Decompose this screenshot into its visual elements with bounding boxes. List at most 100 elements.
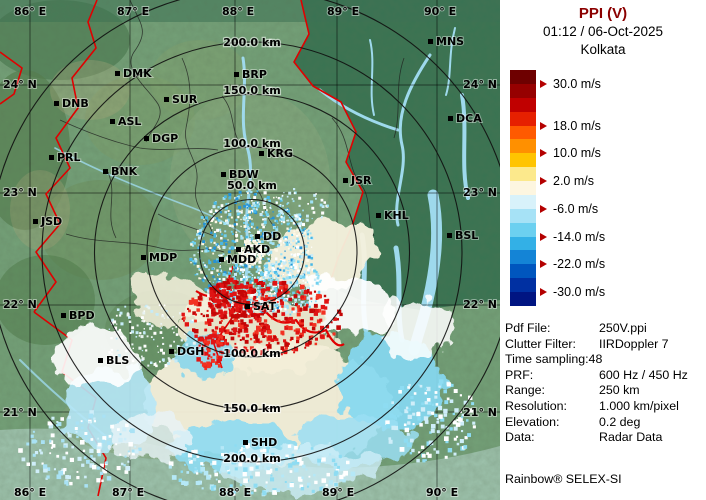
colorbar-band — [510, 97, 536, 112]
radar-echo-blob — [53, 326, 137, 390]
radar-info-table: Pdf File: 250V.ppi Clutter Filter: IIRDo… — [505, 321, 704, 446]
colorbar-arrow-icon — [540, 149, 547, 158]
range-ring — [198, 198, 306, 306]
map-labels: 86° E 87° E 88° E 89° E 90° E 86° E 87° E 88° E… — [2, 4, 498, 500]
station-label: SAT — [253, 300, 277, 313]
info-value: 250V.ppi — [599, 321, 647, 335]
colorbar-tick: -22.0 m/s — [540, 256, 605, 272]
station-label: DCA — [456, 112, 482, 125]
colorbar-tick: 30.0 m/s — [540, 76, 601, 92]
colorbar-tick: 18.0 m/s — [540, 118, 601, 134]
station-label: BNK — [111, 165, 138, 178]
colorbar-arrow-icon — [540, 288, 547, 297]
info-label: Data: — [505, 430, 535, 445]
colorbar-tick: -6.0 m/s — [540, 201, 598, 217]
panel-title: PPI (V) — [578, 5, 628, 22]
info-row: Resolution: 1.000 km/pixel — [505, 399, 704, 415]
station-label: DNB — [62, 97, 89, 110]
colorbar-band — [510, 167, 536, 181]
station-label: SHD — [251, 436, 277, 449]
station-marker — [169, 349, 174, 354]
lon-label: 89° E — [327, 5, 359, 18]
range-ring — [93, 93, 411, 411]
colorbar-band — [510, 250, 536, 265]
station-label: AKD — [244, 243, 270, 256]
station-label: DGH — [177, 345, 204, 358]
info-row: Clutter Filter: IIRDoppler 7 — [505, 337, 704, 353]
colorbar-arrow-icon — [540, 232, 547, 241]
colorbar-band — [510, 208, 536, 223]
range-ring-label: 100.0 km — [223, 137, 280, 150]
colorbar-tick: 10.0 m/s — [540, 145, 601, 161]
colorbar-tick-label: 2.0 m/s — [553, 174, 594, 189]
station-marker — [221, 172, 226, 177]
station-marker — [110, 119, 115, 124]
station-label: DMK — [123, 67, 152, 80]
station-label: BPD — [69, 309, 95, 322]
info-label: Elevation: — [505, 414, 560, 429]
colorbar-band — [510, 83, 536, 98]
lat-label: 21° N — [3, 406, 37, 419]
station-marker — [236, 247, 241, 252]
info-row: Data: Radar Data — [505, 430, 704, 446]
radar-map-canvas[interactable]: 86° E 87° E 88° E 89° E 90° E 86° E 87° E 88° E… — [0, 0, 500, 500]
info-value: 600 Hz / 450 Hz — [599, 367, 688, 382]
station-marker — [49, 155, 54, 160]
station-label: MDD — [227, 253, 256, 266]
lat-label: 22° N — [463, 298, 497, 311]
station-label: DD — [263, 230, 281, 243]
station-marker — [98, 358, 103, 363]
station-label: MNS — [436, 35, 464, 48]
radar-map-area: 86° E 87° E 88° E 89° E 90° E 86° E 87° E 88° E… — [0, 0, 500, 500]
info-value: 1.000 km/pixel — [599, 398, 679, 413]
lon-label: 86° E — [14, 5, 46, 18]
info-label: Resolution: — [505, 398, 567, 413]
station-marker — [33, 219, 38, 224]
info-value: 0.2 deg — [599, 414, 641, 429]
station-label: JSR — [350, 174, 372, 187]
station-marker — [259, 151, 264, 156]
info-row: Time sampling: 48 — [505, 352, 704, 368]
lat-label: 24° N — [3, 78, 37, 91]
colorbar-tick-label: 18.0 m/s — [553, 118, 601, 133]
range-ring — [41, 41, 463, 463]
colorbar-tick-label: -14.0 m/s — [553, 229, 606, 244]
lat-label: 22° N — [3, 298, 37, 311]
station-marker — [115, 71, 120, 76]
station-marker — [245, 304, 250, 309]
station-label: DGP — [152, 132, 178, 145]
colorbar-arrow-icon — [540, 177, 547, 186]
station-label: PRL — [57, 151, 81, 164]
info-label: PRF: — [505, 367, 534, 382]
info-value: 48 — [588, 352, 603, 367]
info-label: Pdf File: — [505, 321, 551, 335]
lat-label: 24° N — [463, 78, 497, 91]
lon-label: 87° E — [117, 5, 149, 18]
lon-label: 90° E — [424, 5, 456, 18]
lon-label: 88° E — [219, 486, 251, 499]
station-label: SUR — [172, 93, 198, 106]
range-ring-label: 200.0 km — [223, 36, 280, 49]
colorbar-band — [510, 278, 536, 292]
station-label: KRG — [267, 147, 293, 160]
station-label: ASL — [118, 115, 141, 128]
range-ring — [146, 146, 358, 358]
station-marker — [376, 213, 381, 218]
station-label: BDW — [229, 168, 259, 181]
info-row: PRF: 600 Hz / 450 Hz — [505, 368, 704, 384]
lat-label: 23° N — [3, 186, 37, 199]
lat-label: 23° N — [463, 186, 497, 199]
station-marker — [343, 178, 348, 183]
colorbar-band — [510, 153, 536, 168]
colorbar-arrow-icon — [540, 79, 547, 88]
radar-echo-blob — [307, 271, 397, 335]
colorbar-tick-label: 30.0 m/s — [553, 76, 601, 91]
range-ring-label: 100.0 km — [223, 347, 280, 360]
colorbar-tick-label: -6.0 m/s — [553, 201, 599, 216]
colorbar-tick-label: -30.0 m/s — [553, 285, 606, 300]
colorbar-tick: -30.0 m/s — [540, 284, 605, 300]
station-marker — [428, 39, 433, 44]
info-row: Elevation: 0.2 deg — [505, 415, 704, 431]
colorbar-band — [510, 222, 536, 237]
